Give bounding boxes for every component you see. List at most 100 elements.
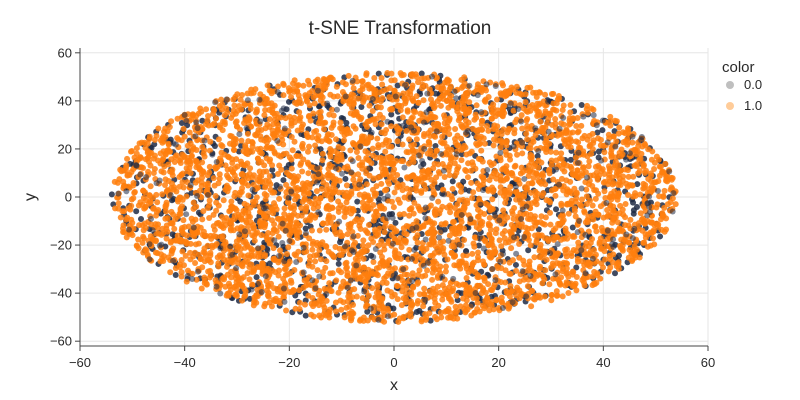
data-point: [505, 126, 512, 133]
data-point: [512, 119, 519, 126]
data-point: [361, 246, 368, 253]
data-point: [154, 199, 161, 206]
data-point: [469, 125, 476, 132]
data-point: [204, 242, 211, 249]
data-point: [305, 148, 311, 155]
data-point: [291, 138, 298, 145]
data-point: [399, 141, 406, 148]
data-point: [567, 178, 574, 185]
data-point: [258, 126, 265, 133]
data-point: [426, 86, 433, 93]
data-point: [625, 254, 632, 261]
data-point: [298, 204, 305, 211]
data-point: [486, 222, 493, 229]
data-point: [184, 142, 191, 149]
data-point: [458, 188, 465, 195]
data-point: [513, 188, 520, 195]
data-point: [241, 253, 248, 260]
data-point: [306, 143, 313, 150]
data-point: [589, 202, 596, 209]
data-point: [625, 191, 632, 198]
data-point: [287, 219, 294, 226]
data-point: [225, 292, 232, 299]
y-tick-label: 40: [58, 93, 72, 108]
data-point: [443, 307, 450, 314]
data-point: [444, 256, 451, 263]
data-point: [390, 169, 397, 176]
data-point: [350, 310, 357, 317]
data-point: [144, 140, 151, 147]
data-point: [213, 241, 220, 248]
data-point: [426, 288, 433, 295]
data-point: [651, 166, 658, 172]
data-point: [473, 140, 480, 147]
data-point: [334, 93, 341, 100]
data-point: [210, 175, 217, 182]
data-point: [562, 228, 569, 235]
data-point: [335, 208, 342, 215]
data-point: [209, 122, 216, 129]
data-point: [258, 232, 265, 239]
data-point: [536, 265, 543, 272]
data-point: [460, 196, 467, 203]
data-point: [362, 227, 369, 234]
data-point: [394, 82, 401, 89]
data-point: [255, 159, 262, 166]
data-point: [227, 227, 234, 234]
data-point: [596, 164, 603, 171]
data-point: [299, 121, 306, 128]
data-point: [660, 193, 667, 200]
data-point: [587, 141, 594, 148]
data-point: [126, 230, 133, 237]
data-point: [447, 161, 454, 168]
data-point: [584, 153, 591, 160]
data-point: [121, 208, 128, 215]
data-point: [275, 83, 282, 90]
data-point: [218, 149, 225, 156]
data-point: [257, 133, 264, 140]
data-point: [567, 201, 574, 208]
data-point: [391, 77, 398, 84]
data-point: [366, 102, 373, 109]
data-point: [562, 246, 569, 253]
data-point: [360, 314, 367, 321]
data-point: [607, 122, 614, 129]
data-point: [493, 297, 500, 304]
data-point: [350, 301, 357, 308]
data-point: [452, 311, 459, 318]
data-point: [478, 117, 485, 124]
data-point: [448, 146, 455, 153]
data-point: [254, 146, 261, 153]
data-point: [468, 312, 475, 319]
data-point: [333, 308, 340, 315]
data-point: [139, 222, 146, 229]
data-point: [530, 174, 537, 181]
data-point: [213, 207, 220, 214]
data-point: [548, 297, 555, 304]
data-point: [403, 223, 410, 230]
data-point: [355, 171, 362, 178]
data-point: [175, 198, 182, 205]
data-point: [434, 283, 441, 290]
data-point: [537, 118, 544, 125]
data-point: [449, 178, 456, 185]
data-point: [564, 235, 571, 242]
data-point: [204, 205, 211, 212]
data-point: [238, 137, 245, 144]
data-point: [128, 148, 135, 155]
data-point: [232, 93, 239, 100]
data-point: [613, 118, 620, 125]
data-point: [578, 102, 585, 109]
data-point: [294, 87, 301, 94]
data-point: [248, 269, 255, 276]
data-point: [586, 158, 593, 165]
data-point: [635, 220, 642, 227]
data-point: [501, 212, 508, 219]
data-point: [300, 82, 307, 89]
data-point: [183, 193, 190, 200]
data-point: [422, 82, 429, 89]
data-point: [302, 312, 309, 319]
data-point: [555, 220, 562, 227]
data-point: [352, 109, 359, 116]
data-point: [580, 164, 587, 171]
